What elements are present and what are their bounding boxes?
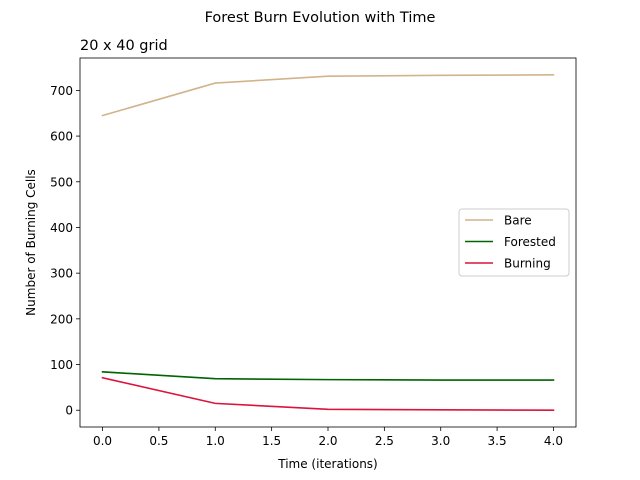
- x-tick-label: 3.5: [488, 434, 507, 448]
- x-tick-label: 0.5: [149, 434, 168, 448]
- x-tick-label: 2.0: [318, 434, 337, 448]
- chart-title: Forest Burn Evolution with Time: [205, 10, 436, 26]
- y-tick-label: 600: [50, 130, 73, 144]
- x-axis-ticks: 0.0 0.5 1.0 1.5 2.0 2.5 3.0 3.5 4.0: [93, 427, 563, 448]
- y-tick-label: 200: [50, 312, 73, 326]
- y-tick-label: 500: [50, 175, 73, 189]
- chart-subtitle: 20 x 40 grid: [80, 38, 168, 54]
- y-tick-label: 300: [50, 267, 73, 281]
- x-tick-label: 0.0: [93, 434, 112, 448]
- y-axis-ticks: 0 100 200 300 400 500 600 700: [50, 84, 80, 418]
- series-line-bare: [101, 74, 555, 117]
- legend-label-forested: Forested: [504, 235, 556, 249]
- x-tick-label: 1.5: [262, 434, 281, 448]
- y-tick-label: 100: [50, 358, 73, 372]
- legend-label-burning: Burning: [504, 257, 551, 271]
- y-tick-label: 400: [50, 221, 73, 235]
- series-line-burning: [101, 376, 555, 412]
- series-lines: [101, 74, 555, 412]
- y-tick-label: 700: [50, 84, 73, 98]
- x-tick-label: 3.0: [431, 434, 450, 448]
- x-tick-label: 2.5: [375, 434, 394, 448]
- legend-frame: [458, 208, 570, 277]
- y-axis-label: Number of Burning Cells: [24, 169, 38, 316]
- legend-label-bare: Bare: [504, 214, 532, 228]
- series-line-forested: [101, 371, 555, 381]
- y-tick-label: 0: [65, 404, 73, 418]
- x-tick-label: 1.0: [206, 434, 225, 448]
- x-tick-label: 4.0: [544, 434, 563, 448]
- x-axis-label: Time (iterations): [277, 457, 378, 471]
- legend: Bare Forested Burning: [458, 208, 570, 277]
